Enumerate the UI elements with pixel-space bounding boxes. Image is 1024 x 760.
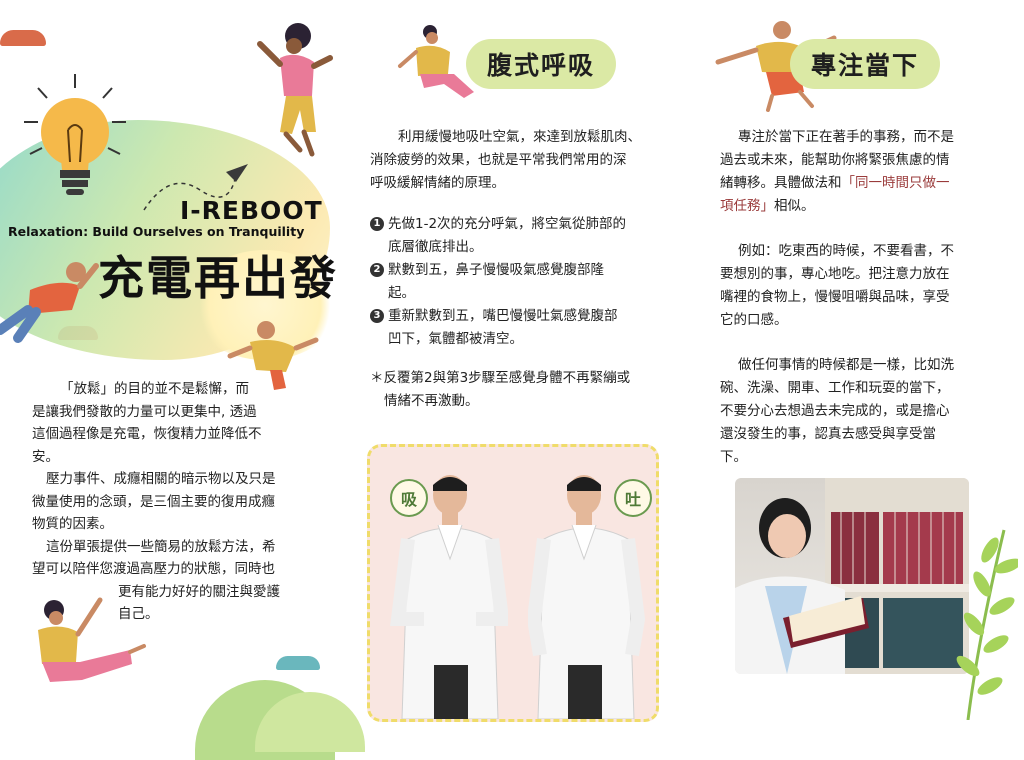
right-panel: 專注當下 專注於當下正在著手的事務，而不是 過去或未來，能幫助你將緊張焦慮的情 … <box>682 0 1024 724</box>
text-line: ＊反覆第2與第3步驟至感覺身體不再緊繃或 <box>370 370 631 386</box>
text-line: 更有能力好好的關注與愛護 <box>118 583 280 600</box>
step-number: 2 <box>370 263 384 277</box>
intro-text: 「放鬆」的目的並不是鬆懈，而 是讓我們發散的力量可以更集中, 透過 這個過程像是… <box>32 378 302 626</box>
text-line: 先做1-2次的充分呼氣，將空氣從肺部的 <box>388 216 627 232</box>
text-line: 不要分心去想過去未完成的，或是擔心 <box>720 403 950 419</box>
lightbulb-icon <box>24 74 126 195</box>
text-line: 安。 <box>32 448 59 465</box>
man-inhaling-photo <box>390 475 508 719</box>
step-number: 3 <box>370 309 384 323</box>
text-line: 底層徹底排出。 <box>388 239 483 255</box>
step-item: 1 先做1-2次的充分呼氣，將空氣從肺部的 底層徹底排出。 <box>370 213 662 259</box>
text-line: 消除疲勞的效果，也就是平常我們常用的深 <box>370 152 627 168</box>
cloud-decoration <box>0 30 46 46</box>
text-line: 緒轉移。具體做法和「同一時間只做一 <box>720 172 990 195</box>
highlight-text: 「同一時間只做一 <box>841 175 950 191</box>
text-line: 要想別的事，專心地吃。把注意力放在 <box>720 266 950 282</box>
text-line: 專注於當下正在著手的事務，而不是 <box>738 129 954 145</box>
paper-plane-icon <box>143 164 248 211</box>
text-line: 是讓我們發散的力量可以更集中, 透過 <box>32 403 257 420</box>
reading-photo <box>735 478 969 674</box>
exhale-badge: 吐 <box>614 479 652 517</box>
mindfulness-text: 專注於當下正在著手的事務，而不是 過去或未來，能幫助你將緊張焦慮的情 緒轉移。具… <box>720 126 990 469</box>
text-line: 這個過程像是充電，恢復精力並降低不 <box>32 426 262 442</box>
text-line: 利用緩慢地吸吐空氣，來達到放鬆肌肉、 <box>398 129 641 145</box>
man-figure-illustration <box>0 262 99 343</box>
woman-figure-illustration <box>398 25 474 98</box>
text-line: 項任務」相似。 <box>720 195 990 218</box>
library-scene <box>735 478 969 674</box>
highlight-text: 項任務」 <box>720 198 774 214</box>
step-number: 1 <box>370 217 384 231</box>
text-line: 例如：吃東西的時候，不要看書，不 <box>738 243 954 259</box>
text-line: 它的口感。 <box>720 312 788 328</box>
brand-subtitle: Relaxation: Build Ourselves on Tranquili… <box>8 224 305 239</box>
section-header-mindfulness: 專注當下 <box>790 39 940 89</box>
text-line: 情緒不再激動。 <box>384 393 479 409</box>
leaf-branch-decoration <box>956 529 1018 720</box>
text-line: 還沒發生的事，認真去感受與享受當 <box>720 426 936 442</box>
text-line: 下。 <box>720 449 747 465</box>
text-line: 起。 <box>388 285 415 301</box>
text-line: 這份單張提供一些簡易的放鬆方法，希 <box>46 538 276 555</box>
text-line: 默數到五，鼻子慢慢吸氣感覺腹部隆 <box>388 262 604 278</box>
text-line: 壓力事件、成癮相關的暗示物以及只是 <box>46 471 276 487</box>
cloud-decoration <box>276 656 320 670</box>
step-item: 3 重新默數到五，嘴巴慢慢吐氣感覺腹部 凹下，氣體都被清空。 <box>370 305 662 351</box>
text-line: 自己。 <box>118 606 159 622</box>
breathing-photo: 吸 吐 <box>367 444 659 722</box>
text-line: 微量使用的念頭，是三個主要的復用成癮 <box>32 493 275 510</box>
inhale-badge: 吸 <box>390 479 428 517</box>
man-figure-illustration <box>227 321 319 390</box>
brand-chinese-title: 充電再出發 <box>98 251 338 305</box>
breathing-steps: 1 先做1-2次的充分呼氣，將空氣從肺部的 底層徹底排出。 2 默數到五，鼻子慢… <box>370 213 662 351</box>
text-line: 嘴裡的食物上，慢慢咀嚼與品味，享受 <box>720 289 950 305</box>
man-exhaling-photo <box>528 475 646 719</box>
middle-panel: 腹式呼吸 利用緩慢地吸吐空氣，來達到放鬆肌肉、 消除疲勞的效果，也就是平常我們常… <box>340 0 682 724</box>
section-header-breathing: 腹式呼吸 <box>466 39 616 89</box>
text-line: 物質的因素。 <box>32 516 113 532</box>
text-line: 做任何事情的時候都是一樣，比如洗 <box>738 357 954 373</box>
text-line: 重新默數到五，嘴巴慢慢吐氣感覺腹部 <box>388 308 618 324</box>
left-panel: I-REBOOT Relaxation: Build Ourselves on … <box>0 0 365 760</box>
step-item: 2 默數到五，鼻子慢慢吸氣感覺腹部隆 起。 <box>370 259 662 305</box>
text-line: 「放鬆」的目的並不是鬆懈，而 <box>60 381 249 397</box>
text-line: 望可以陪伴您渡過高壓力的狀態，同時也 <box>32 561 275 577</box>
woman-figure-illustration <box>257 23 333 157</box>
text-line: 過去或未來，能幫助你將緊張焦慮的情 <box>720 152 950 168</box>
brand-title: I-REBOOT <box>180 196 323 225</box>
woman-reading <box>735 498 869 674</box>
text-segment: 相似。 <box>774 198 815 214</box>
note: ＊反覆第2與第3步驟至感覺身體不再緊繃或 情緒不再激動。 <box>370 367 662 413</box>
woman-figure-illustration <box>38 597 146 682</box>
breathing-text: 利用緩慢地吸吐空氣，來達到放鬆肌肉、 消除疲勞的效果，也就是平常我們常用的深 呼… <box>370 126 662 413</box>
text-line: 呼吸緩解情緒的原理。 <box>370 175 505 191</box>
text-line: 凹下，氣體都被清空。 <box>388 331 523 347</box>
text-line: 碗、洗澡、開車、工作和玩耍的當下， <box>720 380 950 396</box>
text-segment: 緒轉移。具體做法和 <box>720 175 842 191</box>
